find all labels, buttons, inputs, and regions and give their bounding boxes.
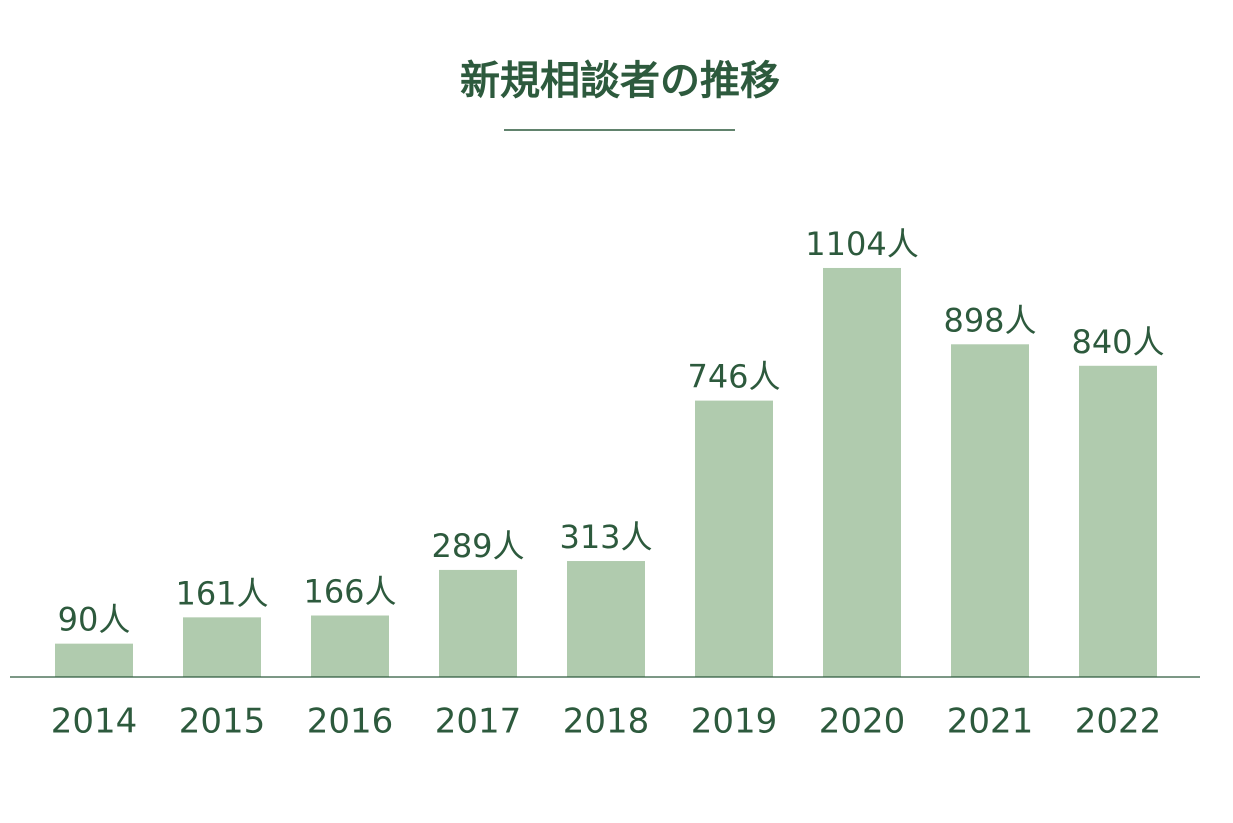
- bar: [951, 344, 1029, 677]
- bar: [1079, 365, 1157, 677]
- x-tick-label: 2014: [51, 702, 138, 742]
- x-tick-label: 2017: [435, 702, 522, 742]
- value-label: 313人: [559, 518, 652, 556]
- value-label: 166人: [303, 572, 396, 610]
- value-label: 898人: [943, 301, 1036, 339]
- bar: [55, 643, 133, 677]
- value-label: 746人: [687, 358, 780, 396]
- x-tick-label: 2018: [563, 702, 650, 742]
- bar: [183, 617, 261, 677]
- x-tick-label: 2016: [307, 702, 394, 742]
- x-tick-label: 2021: [947, 702, 1034, 742]
- x-tick-label: 2015: [179, 702, 266, 742]
- bar: [823, 267, 901, 677]
- value-label: 289人: [431, 527, 524, 565]
- x-tick-label: 2022: [1075, 702, 1162, 742]
- value-label: 161人: [175, 574, 268, 612]
- x-tick-label: 2020: [819, 702, 906, 742]
- value-label: 90人: [58, 601, 131, 639]
- bar: [439, 569, 517, 677]
- bar: [311, 615, 389, 677]
- x-tick-label: 2019: [691, 702, 778, 742]
- value-label: 1104人: [805, 225, 918, 263]
- bar: [695, 400, 773, 677]
- chart-title: 新規相談者の推移: [460, 58, 780, 104]
- value-label: 840人: [1071, 323, 1164, 361]
- bar: [567, 561, 645, 677]
